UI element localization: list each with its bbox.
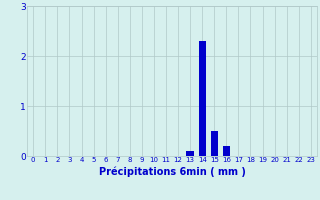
Bar	[187, 151, 194, 156]
Bar	[198, 41, 206, 156]
X-axis label: Précipitations 6min ( mm ): Précipitations 6min ( mm )	[99, 166, 245, 177]
Bar	[211, 131, 218, 156]
Bar	[223, 146, 230, 156]
